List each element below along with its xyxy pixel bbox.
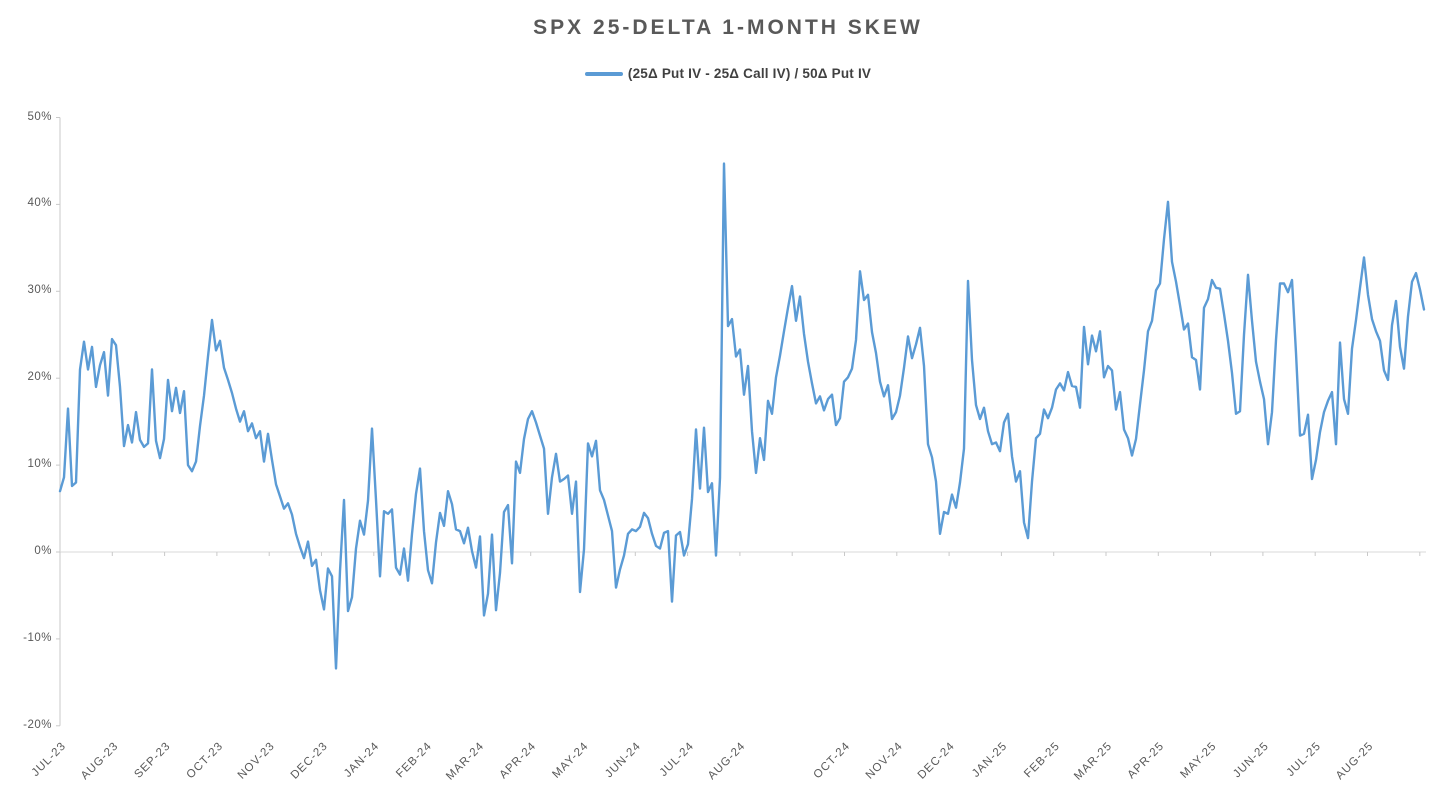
- y-axis-label: 50%: [27, 110, 52, 123]
- legend: (25Δ Put IV - 25Δ Call IV) / 50Δ Put IV: [0, 66, 1456, 81]
- y-axis-label: -20%: [23, 718, 52, 731]
- y-axis-label: 30%: [27, 284, 52, 297]
- y-axis-label: 20%: [27, 371, 52, 384]
- legend-line-swatch-icon: [584, 71, 623, 76]
- chart-title: SPX 25-DELTA 1-MONTH SKEW: [533, 16, 923, 39]
- y-axis-label: 10%: [27, 458, 52, 471]
- y-axis-label: -10%: [23, 631, 52, 644]
- legend-label: (25Δ Put IV - 25Δ Call IV) / 50Δ Put IV: [627, 66, 872, 81]
- series-line: [58, 162, 1426, 670]
- y-axis-label: 40%: [27, 197, 52, 210]
- y-axis-label: 0%: [34, 545, 52, 557]
